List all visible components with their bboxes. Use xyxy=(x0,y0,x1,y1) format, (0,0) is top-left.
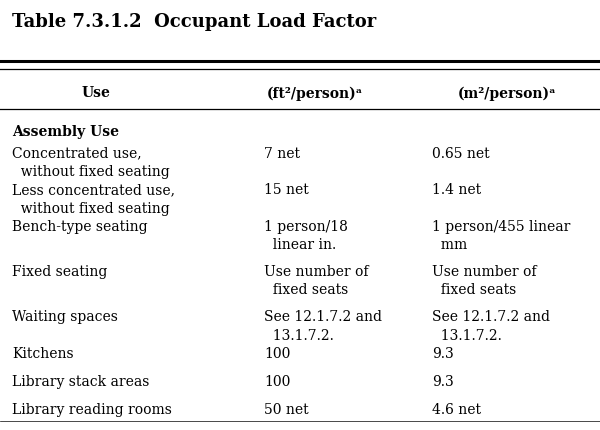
Text: See 12.1.7.2 and
  13.1.7.2.: See 12.1.7.2 and 13.1.7.2. xyxy=(432,310,550,342)
Text: Library reading rooms: Library reading rooms xyxy=(12,402,172,416)
Text: 9.3: 9.3 xyxy=(432,346,454,360)
Text: Use number of
  fixed seats: Use number of fixed seats xyxy=(432,264,536,297)
Text: 4.6 net: 4.6 net xyxy=(432,402,481,416)
Text: 50 net: 50 net xyxy=(264,402,308,416)
Text: 7 net: 7 net xyxy=(264,146,300,160)
Text: (m²/person)ᵃ: (m²/person)ᵃ xyxy=(458,86,556,100)
Text: 1 person/18
  linear in.: 1 person/18 linear in. xyxy=(264,219,348,252)
Text: Use number of
  fixed seats: Use number of fixed seats xyxy=(264,264,368,297)
Text: 1.4 net: 1.4 net xyxy=(432,183,481,197)
Text: (ft²/person)ᵃ: (ft²/person)ᵃ xyxy=(267,86,363,100)
Text: Use: Use xyxy=(82,86,110,100)
Text: See 12.1.7.2 and
  13.1.7.2.: See 12.1.7.2 and 13.1.7.2. xyxy=(264,310,382,342)
Text: Concentrated use,
  without fixed seating: Concentrated use, without fixed seating xyxy=(12,146,170,178)
Text: Library stack areas: Library stack areas xyxy=(12,374,149,388)
Text: 100: 100 xyxy=(264,346,290,360)
Text: 9.3: 9.3 xyxy=(432,374,454,388)
Text: 15 net: 15 net xyxy=(264,183,309,197)
Text: 0.65 net: 0.65 net xyxy=(432,146,490,160)
Text: Kitchens: Kitchens xyxy=(12,346,74,360)
Text: Bench-type seating: Bench-type seating xyxy=(12,219,148,233)
Text: Fixed seating: Fixed seating xyxy=(12,264,107,278)
Text: 1 person/455 linear
  mm: 1 person/455 linear mm xyxy=(432,219,571,252)
Text: 100: 100 xyxy=(264,374,290,388)
Text: Assembly Use: Assembly Use xyxy=(12,125,119,138)
Text: Waiting spaces: Waiting spaces xyxy=(12,310,118,323)
Text: Table 7.3.1.2  Occupant Load Factor: Table 7.3.1.2 Occupant Load Factor xyxy=(12,13,376,31)
Text: Less concentrated use,
  without fixed seating: Less concentrated use, without fixed sea… xyxy=(12,183,175,215)
